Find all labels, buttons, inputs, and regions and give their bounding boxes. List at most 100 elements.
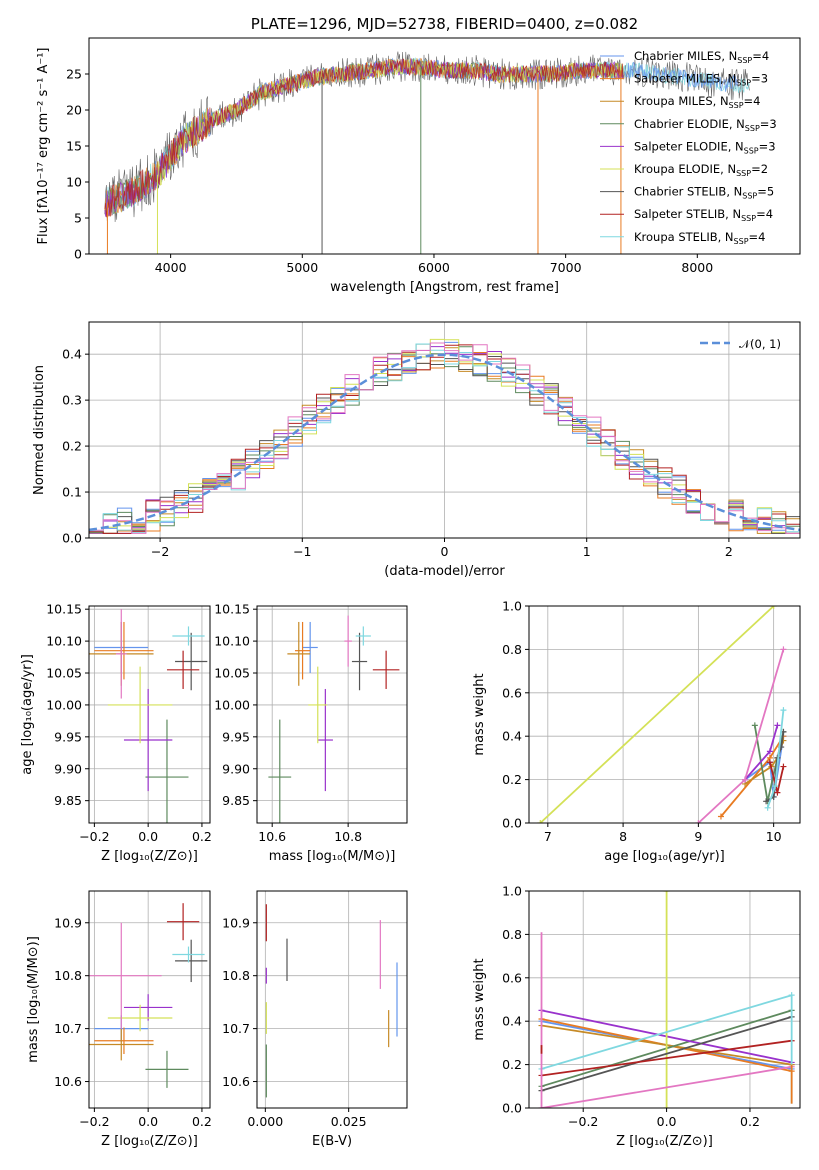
y-tick-label: 0.2 [62,439,82,454]
y-tick-label: 1.0 [502,599,522,614]
y-tick-label: 0.2 [502,1057,522,1072]
legend-entry-value: =5 [757,185,774,199]
axes-frame [88,37,801,255]
plot-area [257,891,407,1108]
chart-panel-1: 4000 5000 6000 7000 8000 0 5 10 15 20 25 wavelength… [36,15,801,295]
plot-content [268,615,400,823]
mass-weight-marker [742,776,749,783]
y-axis-label: Normed distribution [32,365,47,495]
x-tick-label: 9 [694,829,702,844]
x-tick-label: 7000 [550,260,582,275]
x-tick-label: 0.0 [138,829,158,844]
y-tick-label: 25 [66,67,82,82]
axes-frame [88,605,211,824]
histogram-step-9 [89,343,800,534]
y-tick-label: 0.0 [62,531,82,546]
x-tick-label: 10 [766,829,782,844]
y-tick-label: 10.9 [222,915,250,930]
y-tick-label: 15 [66,139,82,154]
mass-weight-marker [663,1105,670,1108]
y-tick-label: 10.15 [214,602,250,617]
legend-entry-text: Kroupa STELIB, N [634,230,734,244]
y-tick-label: 0.8 [502,927,522,942]
y-tick-label: 10.8 [54,968,82,983]
mass-weight-line-9 [541,994,792,1070]
gaussian-curve [89,353,800,532]
x-tick-label: 0.000 [247,1114,283,1129]
legend-entry-text: Chabrier MILES, N [634,49,737,63]
x-axis-label: wavelength [Angstrom, rest frame] [330,280,559,295]
y-axis-label: mass [log₁₀(M/M⊙)] [26,936,41,1063]
legend-entry: Salpeter MILES, NSSP=3 [634,72,768,88]
mass-weight-marker [780,707,787,714]
legend-entry-sub: SSP [745,124,760,133]
y-tick-label: 0.8 [502,642,522,657]
y-tick-label: 9.95 [54,729,82,744]
x-tick-label: 0.0 [657,1114,677,1129]
y-axis-label: age [log₁₀(age/yr)] [20,654,35,775]
legend-entry-value: =3 [760,117,777,131]
mass-weight-marker [717,813,724,820]
legend-entry: Chabrier STELIB, NSSP=5 [634,185,774,201]
axes-frame [528,890,801,1109]
y-tick-label: 0.4 [502,1014,522,1029]
legend-entry-sub: SSP [737,56,752,65]
x-axis-label: (data-model)/error [384,564,505,579]
mass-weight-marker [663,891,670,894]
chart-panel-6: −0.2 0.0 0.2 10.6 10.7 10.8 10.9 Z [log₁₀(Z/Z⊙)… [26,890,212,1149]
mass-weight-marker [763,798,770,805]
x-axis-label: Z [log₁₀(Z/Z⊙)] [101,849,198,864]
x-tick-label: 0 [441,544,449,559]
x-axis-label: E(B-V) [312,1134,352,1149]
chart-panel-5: 7 8 9 10 0.0 0.2 0.4 0.6 0.8 1.0 age [log₁₀(age/yr… [472,599,801,864]
legend-entry-value: =3 [751,72,768,86]
legend-entry: Salpeter STELIB, NSSP=4 [634,207,773,223]
y-tick-label: 5 [74,211,82,226]
legend-entry-value: =4 [744,94,761,108]
chart-panel-8: −0.2 0.0 0.2 0.0 0.2 0.4 0.6 0.8 1.0 Z [log₁₀(Z/Z… [472,884,801,1149]
legend-entry: Kroupa ELODIE, NSSP=2 [634,162,768,178]
y-tick-label: 10.8 [222,968,250,983]
y-tick-label: 0.3 [62,393,82,408]
y-tick-label: 10.6 [54,1074,82,1089]
x-tick-label: −0.2 [568,1114,598,1129]
y-axis-label: mass weight [472,673,487,755]
legend-entry: Chabrier ELODIE, NSSP=3 [634,117,777,133]
x-tick-label: 8 [619,829,627,844]
y-tick-label: 0.1 [62,485,82,500]
legend-entry-value: =4 [752,49,769,63]
x-tick-label: −1 [293,544,311,559]
legend-entry-sub: SSP [736,79,751,88]
mass-weight-marker [766,759,773,766]
x-tick-label: −0.2 [79,829,109,844]
x-tick-label: 5000 [286,260,318,275]
legend-entry-value: =4 [756,207,773,221]
chart-panel-7: 0.000 0.025 10.6 10.7 10.8 10.9 E(B-V) [222,890,408,1149]
y-tick-label: 9.90 [54,761,82,776]
legend-entry-text: Salpeter STELIB, N [634,207,741,221]
y-tick-label: 0.6 [502,685,522,700]
y-tick-label: 0.2 [502,772,522,787]
y-tick-label: 0.0 [502,816,522,831]
x-tick-label: 0.0 [138,1114,158,1129]
y-tick-label: 9.90 [222,761,250,776]
plot-content [537,606,787,823]
y-tick-label: 0.4 [62,347,82,362]
spectrum-line-5 [104,58,624,217]
x-axis-label: Z [log₁₀(Z/Z⊙)] [101,1134,198,1149]
mass-weight-marker [766,748,773,755]
y-tick-label: 10.7 [222,1021,250,1036]
x-axis-label: mass [log₁₀(M/M⊙)] [269,849,396,864]
legend-entry-text: Salpeter MILES, N [634,72,736,86]
x-tick-label: 6000 [418,260,450,275]
plot-content [89,338,800,534]
mass-weight-marker [695,820,702,823]
plot-content [89,609,208,823]
legend-entry: Salpeter ELODIE, NSSP=3 [634,139,776,155]
mass-weight-marker [772,783,779,790]
legend-entry-text: Chabrier ELODIE, N [634,117,745,131]
y-axis-label: Flux [fλ10⁻¹⁷ erg cm⁻² s⁻¹ A⁻¹] [36,48,51,245]
legend-entry-text: Salpeter ELODIE, N [634,139,744,153]
chart-panel-4: 10.6 10.8 9.85 9.90 9.95 10.00 10.05 10.10 10.15… [214,602,408,864]
